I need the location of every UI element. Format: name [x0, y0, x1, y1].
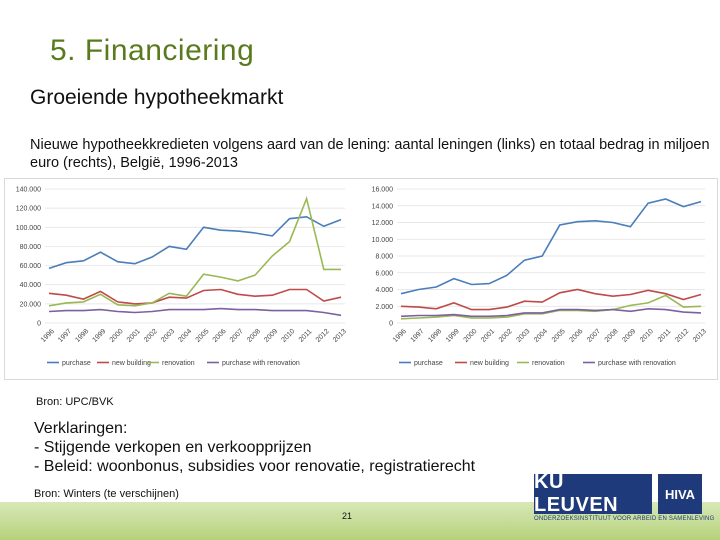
x-tick-label: 2002: [498, 328, 514, 344]
legend-label: purchase with renovation: [598, 360, 676, 367]
y-tick-label: 40.000: [20, 282, 42, 289]
legend-label: purchase with renovation: [222, 360, 300, 367]
series-line-new-building: [400, 288, 702, 311]
x-tick-label: 2013: [332, 328, 348, 344]
x-tick-label: 2008: [246, 328, 262, 344]
x-tick-label: 2012: [674, 328, 690, 344]
series-line-purchase-with-renovation: [400, 307, 702, 318]
x-tick-label: 1997: [410, 328, 426, 344]
y-tick-label: 2.000: [375, 304, 393, 311]
x-tick-label: 1999: [91, 328, 107, 344]
charts-svg: 0 20.000 40.000 60.000 80.000 100.000 120.000 1…: [16, 187, 708, 368]
x-tick-label: 2011: [657, 328, 673, 344]
hiva-tagline: ONDERZOEKSINSTITUUT VOOR ARBEID EN SAMEN…: [534, 516, 715, 522]
x-tick-label: 2000: [463, 328, 479, 344]
source-winters: Bron: Winters (te verschijnen): [34, 488, 179, 500]
x-tick-label: 2003: [515, 328, 531, 344]
y-tick-label: 14.000: [372, 203, 394, 210]
page-number: 21: [342, 511, 353, 521]
series-line-renovation: [48, 195, 341, 307]
x-tick-label: 1999: [445, 328, 461, 344]
x-tick-label: 2001: [126, 328, 142, 344]
series-line-purchase: [48, 215, 342, 270]
x-tick-label: 2000: [109, 328, 125, 344]
series-line-purchase-with-renovation: [48, 307, 342, 317]
x-tick-label: 2004: [177, 328, 193, 344]
y-tick-label: 16.000: [372, 187, 394, 194]
explanations: Verklaringen: - Stijgende verkopen en ve…: [34, 419, 475, 476]
x-tick-label: 2008: [604, 328, 620, 344]
x-tick-label: 2003: [160, 328, 176, 344]
x-tick-label: 2012: [315, 328, 331, 344]
y-tick-label: 6.000: [375, 270, 393, 277]
y-tick-label: 100.000: [16, 225, 41, 232]
x-tick-label: 1997: [57, 328, 73, 344]
source-upc-bvk: Bron: UPC/BVK: [36, 396, 114, 408]
series-line-purchase: [400, 198, 702, 295]
x-tick-label: 2001: [480, 328, 496, 344]
legend-label: renovation: [162, 360, 195, 367]
x-tick-label: 2011: [298, 328, 314, 344]
series-line-renovation: [400, 294, 702, 320]
x-tick-label: 1996: [40, 328, 56, 344]
y-tick-label: 60.000: [20, 263, 42, 270]
x-tick-label: 2005: [551, 328, 567, 344]
ku-leuven-logo: KU LEUVEN: [534, 471, 652, 516]
explanation-item-2: - Beleid: woonbonus, subsidies voor reno…: [34, 458, 476, 475]
y-tick-label: 140.000: [16, 187, 41, 194]
x-tick-label: 2009: [263, 328, 279, 344]
legend-label: new building: [470, 360, 509, 367]
x-tick-label: 2010: [280, 328, 296, 344]
y-tick-label: 0: [37, 321, 41, 328]
explanations-heading: Verklaringen:: [34, 420, 128, 437]
slide-subtitle: Groeiende hypotheekmarkt: [30, 86, 284, 109]
y-tick-label: 80.000: [20, 244, 42, 251]
x-tick-label: 1998: [74, 328, 90, 344]
x-tick-label: 1996: [392, 328, 408, 344]
y-tick-label: 12.000: [372, 220, 394, 227]
x-tick-label: 2004: [533, 328, 549, 344]
slide-title: 5. Financiering: [50, 34, 255, 67]
chart-panel: 0 20.000 40.000 60.000 80.000 100.000 120.000 1…: [4, 178, 718, 380]
legend-label: purchase: [62, 360, 91, 367]
explanation-item-1: - Stijgende verkopen en verkoopprijzen: [34, 439, 312, 456]
y-tick-label: 20.000: [20, 301, 42, 308]
legend-label: purchase: [414, 360, 443, 367]
x-tick-label: 2007: [229, 328, 245, 344]
series-line-new-building: [48, 288, 342, 305]
x-tick-label: 2006: [568, 328, 584, 344]
x-tick-label: 2007: [586, 328, 602, 344]
x-tick-label: 2013: [692, 328, 708, 344]
x-tick-label: 2009: [621, 328, 637, 344]
chart-description: Nieuwe hypotheekkredieten volgens aard v…: [30, 137, 710, 171]
x-tick-label: 2005: [195, 328, 211, 344]
legend-label: renovation: [532, 360, 565, 367]
x-tick-label: 1998: [427, 328, 443, 344]
y-tick-label: 120.000: [16, 206, 41, 213]
y-tick-label: 8.000: [375, 254, 393, 261]
y-tick-label: 10.000: [372, 237, 394, 244]
x-tick-label: 2002: [143, 328, 159, 344]
legend-label: new building: [112, 360, 151, 367]
y-tick-label: 4.000: [375, 287, 393, 294]
y-tick-label: 0: [389, 321, 393, 328]
x-tick-label: 2010: [639, 328, 655, 344]
x-tick-label: 2006: [212, 328, 228, 344]
hiva-logo: HIVA: [658, 474, 702, 514]
